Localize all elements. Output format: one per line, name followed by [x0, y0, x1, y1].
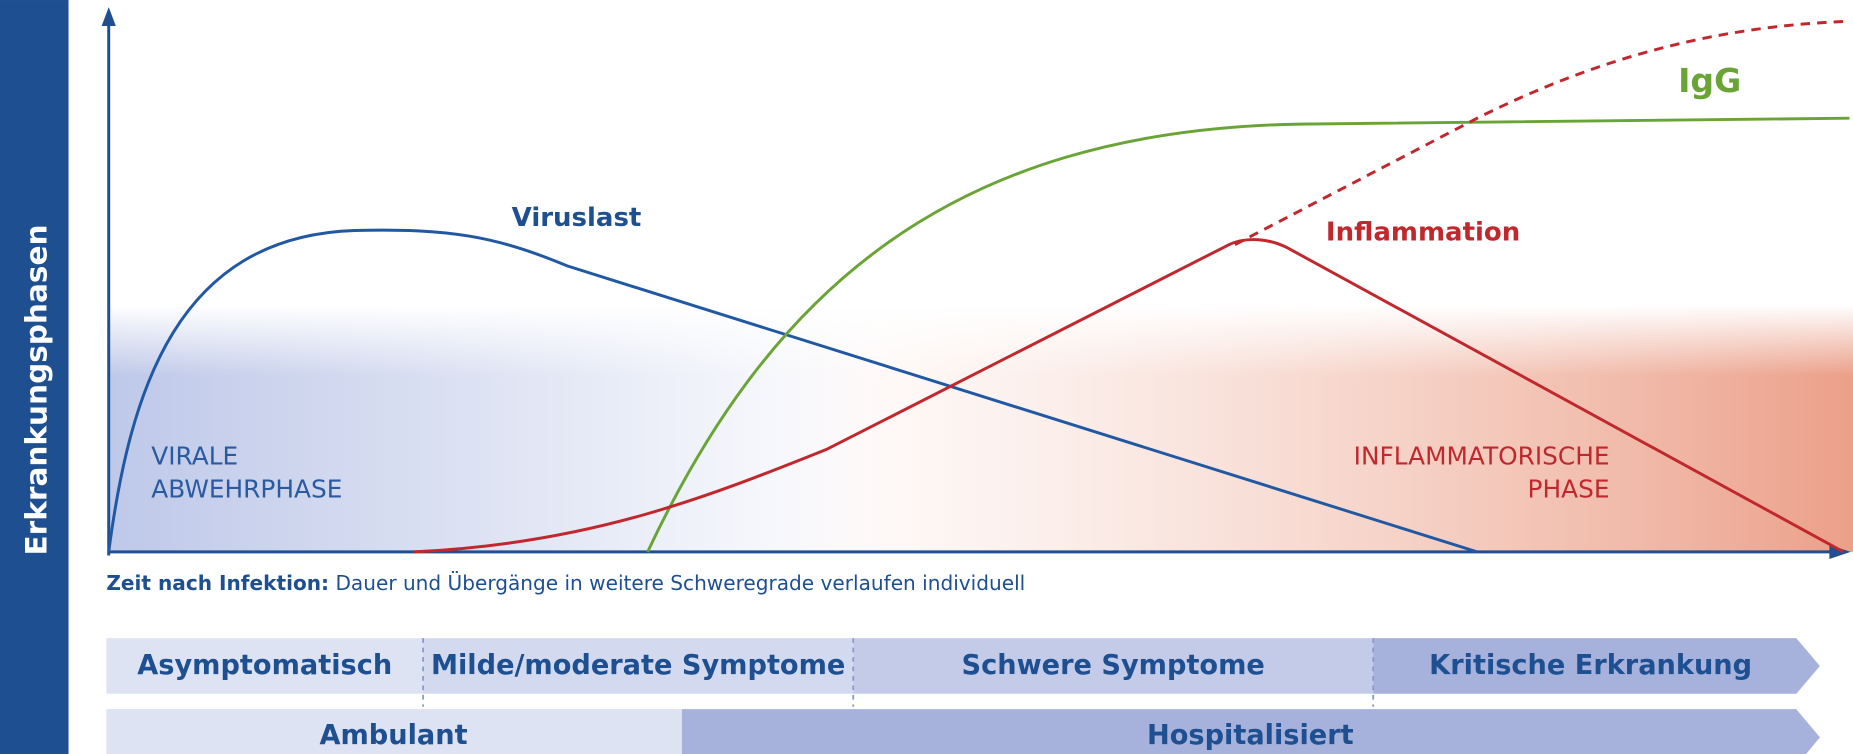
severity-label: Asymptomatisch [137, 650, 392, 681]
severity-label: Kritische Erkrankung [1429, 650, 1752, 681]
time-note: Zeit nach Infektion: Dauer und Übergänge… [106, 570, 1025, 594]
separators [422, 638, 1375, 707]
viruslast-curve [107, 228, 1478, 554]
severity-box [423, 638, 854, 694]
inflammation-dashed [1234, 19, 1850, 246]
care-box [106, 709, 682, 754]
igg-label: IgG [1678, 61, 1741, 100]
time-note-bold: Zeit nach Infektion: [106, 570, 329, 594]
severity-label: Milde/moderate Symptome [431, 650, 845, 681]
inflammation-label: Inflammation [1326, 217, 1520, 247]
inflammation-curve [413, 238, 1845, 554]
y-arrow [101, 7, 116, 27]
igg-curve [646, 116, 1850, 553]
care-arrow [681, 709, 1820, 754]
bg-fade [108, 304, 1853, 376]
phase-label: VIRALE [151, 441, 238, 470]
severity-box [106, 638, 424, 694]
severity-label: Schwere Symptome [962, 650, 1265, 681]
time-note-text: Dauer und Übergänge in weitere Schweregr… [329, 570, 1025, 594]
phase-label: INFLAMMATORISCHE [1354, 441, 1610, 470]
care-label: Ambulant [319, 720, 467, 751]
phase-label: ABWEHRPHASE [151, 474, 342, 503]
side-label: Erkrankungsphasen [19, 224, 53, 555]
phase-label: PHASE [1528, 474, 1610, 503]
viruslast-label: Viruslast [512, 203, 642, 233]
side-bar [0, 0, 69, 754]
severity-box [853, 638, 1374, 694]
care-label: Hospitalisiert [1147, 720, 1354, 751]
severity-arrow [1373, 638, 1820, 694]
